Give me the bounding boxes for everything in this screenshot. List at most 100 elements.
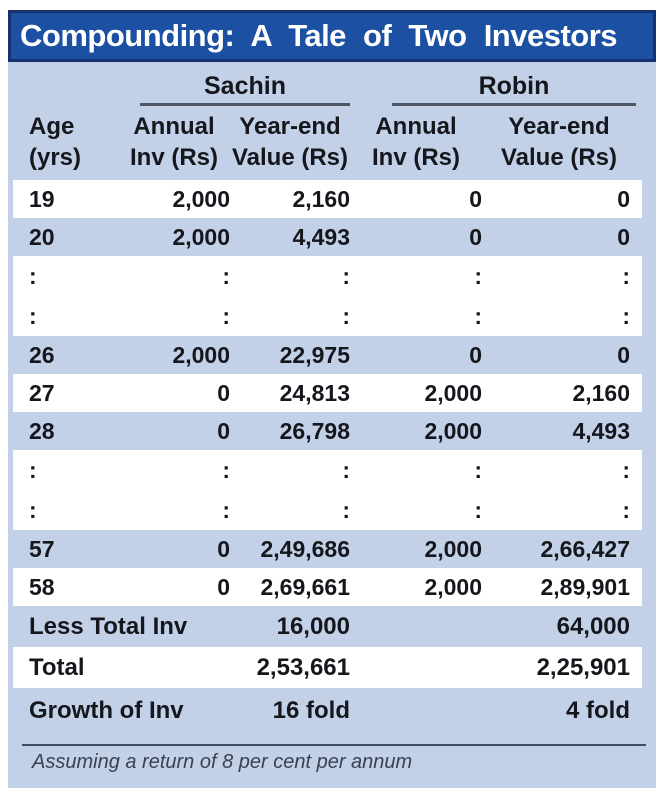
cell-age: 57: [29, 536, 55, 562]
cell-age: 28: [29, 418, 55, 444]
table-row: 28 0 26,798 2,000 4,493: [13, 412, 642, 450]
summary-value-sachin: 16 fold: [272, 697, 350, 724]
col-header-sachin-yearend-value: Year-end Value (Rs): [230, 111, 350, 173]
cell-robin-yearend-value: :: [622, 457, 630, 483]
cell-sachin-yearend-value: :: [342, 497, 350, 523]
table-body: Sachin Robin Age (yrs) Annual Inv (Rs) Y…: [8, 62, 656, 788]
cell-sachin-yearend-value: :: [342, 263, 350, 289]
cell-sachin-yearend-value: 26,798: [279, 418, 350, 444]
cell-robin-yearend-value: 0: [617, 342, 630, 368]
table-row: 57 0 2,49,686 2,000 2,66,427: [13, 530, 642, 568]
cell-sachin-annual-inv: :: [222, 457, 230, 483]
cell-robin-annual-inv: 0: [469, 186, 482, 212]
cell-sachin-annual-inv: 2,000: [172, 342, 230, 368]
summary-value-robin: 2,25,901: [536, 654, 630, 681]
table-title: Compounding: A Tale of Two Investors: [8, 10, 656, 62]
cell-robin-yearend-value: :: [622, 497, 630, 523]
cell-sachin-annual-inv: 0: [217, 574, 230, 600]
cell-robin-annual-inv: 2,000: [424, 380, 482, 406]
footnote-text: Assuming a return of 8 per cent per annu…: [32, 751, 413, 773]
cell-sachin-yearend-value: 2,69,661: [260, 574, 350, 600]
cell-robin-annual-inv: 2,000: [424, 536, 482, 562]
group-header-sachin: Sachin: [140, 72, 350, 106]
cell-robin-yearend-value: 2,160: [572, 380, 630, 406]
col-header-line1: Year-end: [239, 113, 341, 140]
cell-age: :: [29, 457, 37, 483]
cell-age: 58: [29, 574, 55, 600]
col-header-age-line1: Age: [29, 113, 75, 140]
cell-robin-yearend-value: 0: [617, 224, 630, 250]
cell-age: 19: [29, 186, 55, 212]
cell-robin-annual-inv: 0: [469, 224, 482, 250]
col-header-line2: Value (Rs): [231, 144, 349, 171]
summary-rows: Less Total Inv 16,000 64,000 Total 2,53,…: [8, 606, 656, 734]
cell-age: 20: [29, 224, 55, 250]
cell-sachin-annual-inv: 0: [217, 418, 230, 444]
table-row: 27 0 24,813 2,000 2,160: [13, 374, 642, 412]
cell-age: 26: [29, 342, 55, 368]
cell-sachin-yearend-value: 2,49,686: [260, 536, 350, 562]
cell-sachin-annual-inv: 2,000: [172, 224, 230, 250]
table-row: : : : : :: [13, 490, 642, 530]
col-header-line1: Annual: [375, 113, 457, 140]
col-header-line2: Value (Rs): [500, 144, 618, 171]
col-header-robin-yearend-value: Year-end Value (Rs): [488, 111, 642, 173]
cell-robin-annual-inv: :: [474, 457, 482, 483]
cell-age: 27: [29, 380, 55, 406]
summary-value-sachin: 2,53,661: [256, 654, 350, 681]
cell-sachin-yearend-value: 22,975: [279, 342, 350, 368]
cell-robin-yearend-value: 4,493: [572, 418, 630, 444]
cell-robin-annual-inv: 2,000: [424, 418, 482, 444]
group-header-spacer: [13, 70, 118, 106]
cell-sachin-yearend-value: :: [342, 303, 350, 329]
col-header-line2: Inv (Rs): [129, 144, 218, 171]
footnote-divider: [22, 744, 646, 746]
cell-age: :: [29, 303, 37, 329]
summary-value-robin: 4 fold: [566, 697, 630, 724]
table-row: 19 2,000 2,160 0 0: [13, 180, 642, 218]
cell-robin-yearend-value: 0: [617, 186, 630, 212]
summary-spacer: [350, 688, 488, 734]
cell-sachin-annual-inv: 0: [217, 380, 230, 406]
col-header-age: Age (yrs): [13, 111, 118, 173]
cell-robin-annual-inv: 0: [469, 342, 482, 368]
group-header-row: Sachin Robin: [13, 62, 642, 106]
group-header-robin: Robin: [392, 72, 636, 106]
summary-label: Growth of Inv: [29, 697, 184, 724]
cell-sachin-yearend-value: 2,160: [292, 186, 350, 212]
summary-label: Less Total Inv: [29, 613, 188, 640]
summary-row: Total 2,53,661 2,25,901: [13, 647, 642, 688]
summary-spacer: [350, 606, 488, 647]
cell-sachin-annual-inv: 2,000: [172, 186, 230, 212]
cell-robin-annual-inv: :: [474, 263, 482, 289]
col-header-robin-annual-inv: Annual Inv (Rs): [350, 111, 488, 173]
cell-age: :: [29, 497, 37, 523]
cell-robin-yearend-value: :: [622, 303, 630, 329]
col-header-age-line2: (yrs): [29, 144, 82, 171]
summary-value-sachin: 16,000: [276, 613, 350, 640]
table-row: 58 0 2,69,661 2,000 2,89,901: [13, 568, 642, 606]
summary-value-robin: 64,000: [556, 613, 630, 640]
cell-robin-yearend-value: :: [622, 263, 630, 289]
cell-robin-annual-inv: :: [474, 303, 482, 329]
cell-robin-yearend-value: 2,89,901: [540, 574, 630, 600]
summary-spacer: [350, 647, 488, 688]
column-header-row: Age (yrs) Annual Inv (Rs) Year-end Value…: [13, 106, 642, 180]
cell-sachin-annual-inv: 0: [217, 536, 230, 562]
compounding-table-card: Compounding: A Tale of Two Investors Sac…: [8, 10, 656, 788]
cell-sachin-yearend-value: 24,813: [279, 380, 350, 406]
col-header-sachin-annual-inv: Annual Inv (Rs): [118, 111, 230, 173]
table-row: : : : : :: [13, 296, 642, 336]
col-header-line1: Year-end: [508, 113, 610, 140]
table-row: 20 2,000 4,493 0 0: [13, 218, 642, 256]
cell-age: :: [29, 263, 37, 289]
cell-sachin-annual-inv: :: [222, 263, 230, 289]
table-row: 26 2,000 22,975 0 0: [13, 336, 642, 374]
summary-label: Total: [29, 654, 85, 681]
cell-robin-yearend-value: 2,66,427: [540, 536, 630, 562]
data-rows: 19 2,000 2,160 0 0 20 2,000 4,493 0 0 : …: [8, 180, 656, 606]
table-row: : : : : :: [13, 450, 642, 490]
cell-sachin-yearend-value: :: [342, 457, 350, 483]
summary-row: Less Total Inv 16,000 64,000: [13, 606, 642, 647]
cell-sachin-annual-inv: :: [222, 497, 230, 523]
